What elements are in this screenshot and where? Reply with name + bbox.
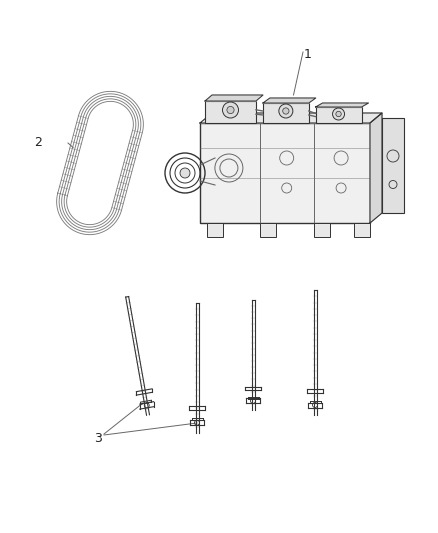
Bar (314, 223, 330, 237)
Bar (354, 223, 370, 237)
Polygon shape (200, 113, 382, 123)
Polygon shape (205, 95, 263, 101)
Bar (207, 223, 223, 237)
Bar (263, 103, 309, 123)
Circle shape (223, 102, 239, 118)
Bar (260, 223, 276, 237)
Circle shape (283, 108, 289, 114)
Circle shape (180, 168, 190, 178)
Text: 2: 2 (34, 136, 42, 149)
Text: 1: 1 (304, 49, 312, 61)
Polygon shape (263, 98, 316, 103)
Bar (205, 101, 256, 123)
Circle shape (332, 108, 345, 120)
Polygon shape (370, 113, 382, 223)
Text: 3: 3 (94, 432, 102, 445)
Circle shape (336, 111, 341, 117)
Bar (382, 118, 404, 213)
Circle shape (279, 104, 293, 118)
Bar (200, 123, 370, 223)
Circle shape (227, 107, 234, 114)
Polygon shape (316, 103, 368, 107)
Bar (316, 107, 361, 123)
